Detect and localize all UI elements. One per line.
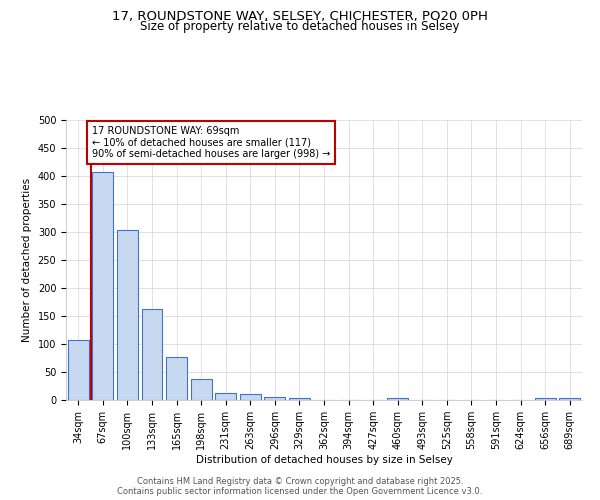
Bar bbox=[289, 398, 310, 400]
Bar bbox=[265, 396, 286, 400]
Bar bbox=[215, 392, 236, 400]
Bar bbox=[68, 340, 89, 400]
Bar bbox=[535, 398, 556, 400]
Text: 17, ROUNDSTONE WAY, SELSEY, CHICHESTER, PO20 0PH: 17, ROUNDSTONE WAY, SELSEY, CHICHESTER, … bbox=[112, 10, 488, 23]
Text: Size of property relative to detached houses in Selsey: Size of property relative to detached ho… bbox=[140, 20, 460, 33]
Y-axis label: Number of detached properties: Number of detached properties bbox=[22, 178, 32, 342]
Bar bbox=[387, 398, 408, 400]
Text: Contains HM Land Registry data © Crown copyright and database right 2025.
Contai: Contains HM Land Registry data © Crown c… bbox=[118, 476, 482, 496]
Bar bbox=[559, 398, 580, 400]
Bar bbox=[191, 378, 212, 400]
Bar bbox=[117, 230, 138, 400]
X-axis label: Distribution of detached houses by size in Selsey: Distribution of detached houses by size … bbox=[196, 455, 452, 465]
Bar bbox=[142, 308, 163, 400]
Bar bbox=[240, 394, 261, 400]
Bar bbox=[166, 358, 187, 400]
Text: 17 ROUNDSTONE WAY: 69sqm
← 10% of detached houses are smaller (117)
90% of semi-: 17 ROUNDSTONE WAY: 69sqm ← 10% of detach… bbox=[92, 126, 330, 159]
Bar bbox=[92, 172, 113, 400]
